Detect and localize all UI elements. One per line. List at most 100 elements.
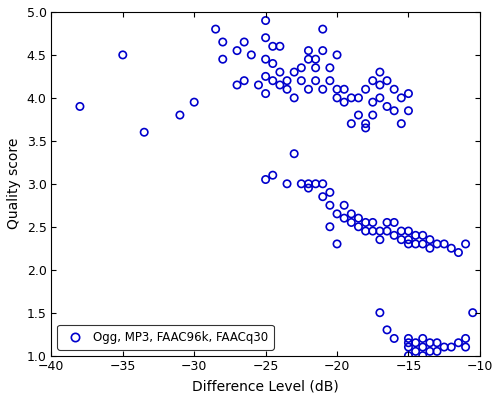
Point xyxy=(462,241,469,247)
Point xyxy=(262,34,270,41)
Point xyxy=(376,228,384,234)
Point xyxy=(269,60,277,67)
Point xyxy=(340,99,348,105)
Point xyxy=(368,99,376,105)
Point xyxy=(212,26,220,32)
Point xyxy=(354,224,362,230)
Point xyxy=(412,340,420,346)
X-axis label: Difference Level (dB): Difference Level (dB) xyxy=(192,379,339,393)
Point xyxy=(383,228,391,234)
Point xyxy=(269,172,277,178)
Point xyxy=(383,103,391,110)
Point xyxy=(376,236,384,243)
Point xyxy=(326,202,334,208)
Point xyxy=(333,241,341,247)
Point xyxy=(362,86,370,92)
Point xyxy=(219,39,227,45)
Point xyxy=(140,129,148,136)
Point xyxy=(326,189,334,196)
Point xyxy=(290,69,298,75)
Point xyxy=(348,120,356,127)
Point xyxy=(283,86,291,92)
Point xyxy=(404,340,412,346)
Point xyxy=(433,241,441,247)
Point xyxy=(404,90,412,97)
Point xyxy=(326,64,334,71)
Point xyxy=(262,56,270,62)
Point xyxy=(348,211,356,217)
Point xyxy=(462,335,469,342)
Point xyxy=(383,219,391,226)
Point xyxy=(418,344,426,350)
Point xyxy=(333,211,341,217)
Point xyxy=(404,228,412,234)
Point xyxy=(326,224,334,230)
Point xyxy=(354,215,362,221)
Point xyxy=(376,310,384,316)
Point xyxy=(190,99,198,105)
Point xyxy=(304,56,312,62)
Point xyxy=(333,52,341,58)
Point xyxy=(398,95,406,101)
Point xyxy=(340,215,348,221)
Point xyxy=(404,108,412,114)
Point xyxy=(390,108,398,114)
Point xyxy=(440,344,448,350)
Point xyxy=(298,78,306,84)
Point xyxy=(348,95,356,101)
Point xyxy=(376,95,384,101)
Point xyxy=(340,202,348,208)
Point xyxy=(304,180,312,187)
Point xyxy=(426,245,434,252)
Point xyxy=(440,241,448,247)
Point xyxy=(233,48,241,54)
Point xyxy=(362,219,370,226)
Point xyxy=(283,180,291,187)
Point xyxy=(418,232,426,238)
Point xyxy=(404,335,412,342)
Point xyxy=(433,340,441,346)
Point xyxy=(219,56,227,62)
Point xyxy=(276,43,284,50)
Point xyxy=(312,56,320,62)
Point xyxy=(433,348,441,354)
Point xyxy=(412,241,420,247)
Point xyxy=(240,78,248,84)
Point xyxy=(390,335,398,342)
Point xyxy=(333,86,341,92)
Point xyxy=(304,86,312,92)
Point xyxy=(269,78,277,84)
Point xyxy=(119,52,127,58)
Point xyxy=(304,48,312,54)
Point xyxy=(312,180,320,187)
Point xyxy=(404,236,412,243)
Point xyxy=(404,344,412,350)
Point xyxy=(233,82,241,88)
Point xyxy=(368,228,376,234)
Point xyxy=(362,228,370,234)
Point xyxy=(376,82,384,88)
Y-axis label: Quality score: Quality score xyxy=(7,138,21,230)
Point xyxy=(398,228,406,234)
Point xyxy=(448,245,456,252)
Point xyxy=(398,120,406,127)
Point xyxy=(276,69,284,75)
Point xyxy=(248,52,256,58)
Point xyxy=(348,219,356,226)
Point xyxy=(276,82,284,88)
Point xyxy=(269,43,277,50)
Point xyxy=(390,232,398,238)
Legend: Ogg, MP3, FAAC96k, FAACq30: Ogg, MP3, FAAC96k, FAACq30 xyxy=(58,325,274,350)
Point xyxy=(454,249,462,256)
Point xyxy=(398,236,406,243)
Point xyxy=(383,327,391,333)
Point xyxy=(412,348,420,354)
Point xyxy=(354,112,362,118)
Point xyxy=(362,125,370,131)
Point xyxy=(262,73,270,80)
Point xyxy=(418,352,426,359)
Point xyxy=(454,340,462,346)
Point xyxy=(362,120,370,127)
Point xyxy=(290,150,298,157)
Point xyxy=(404,352,412,359)
